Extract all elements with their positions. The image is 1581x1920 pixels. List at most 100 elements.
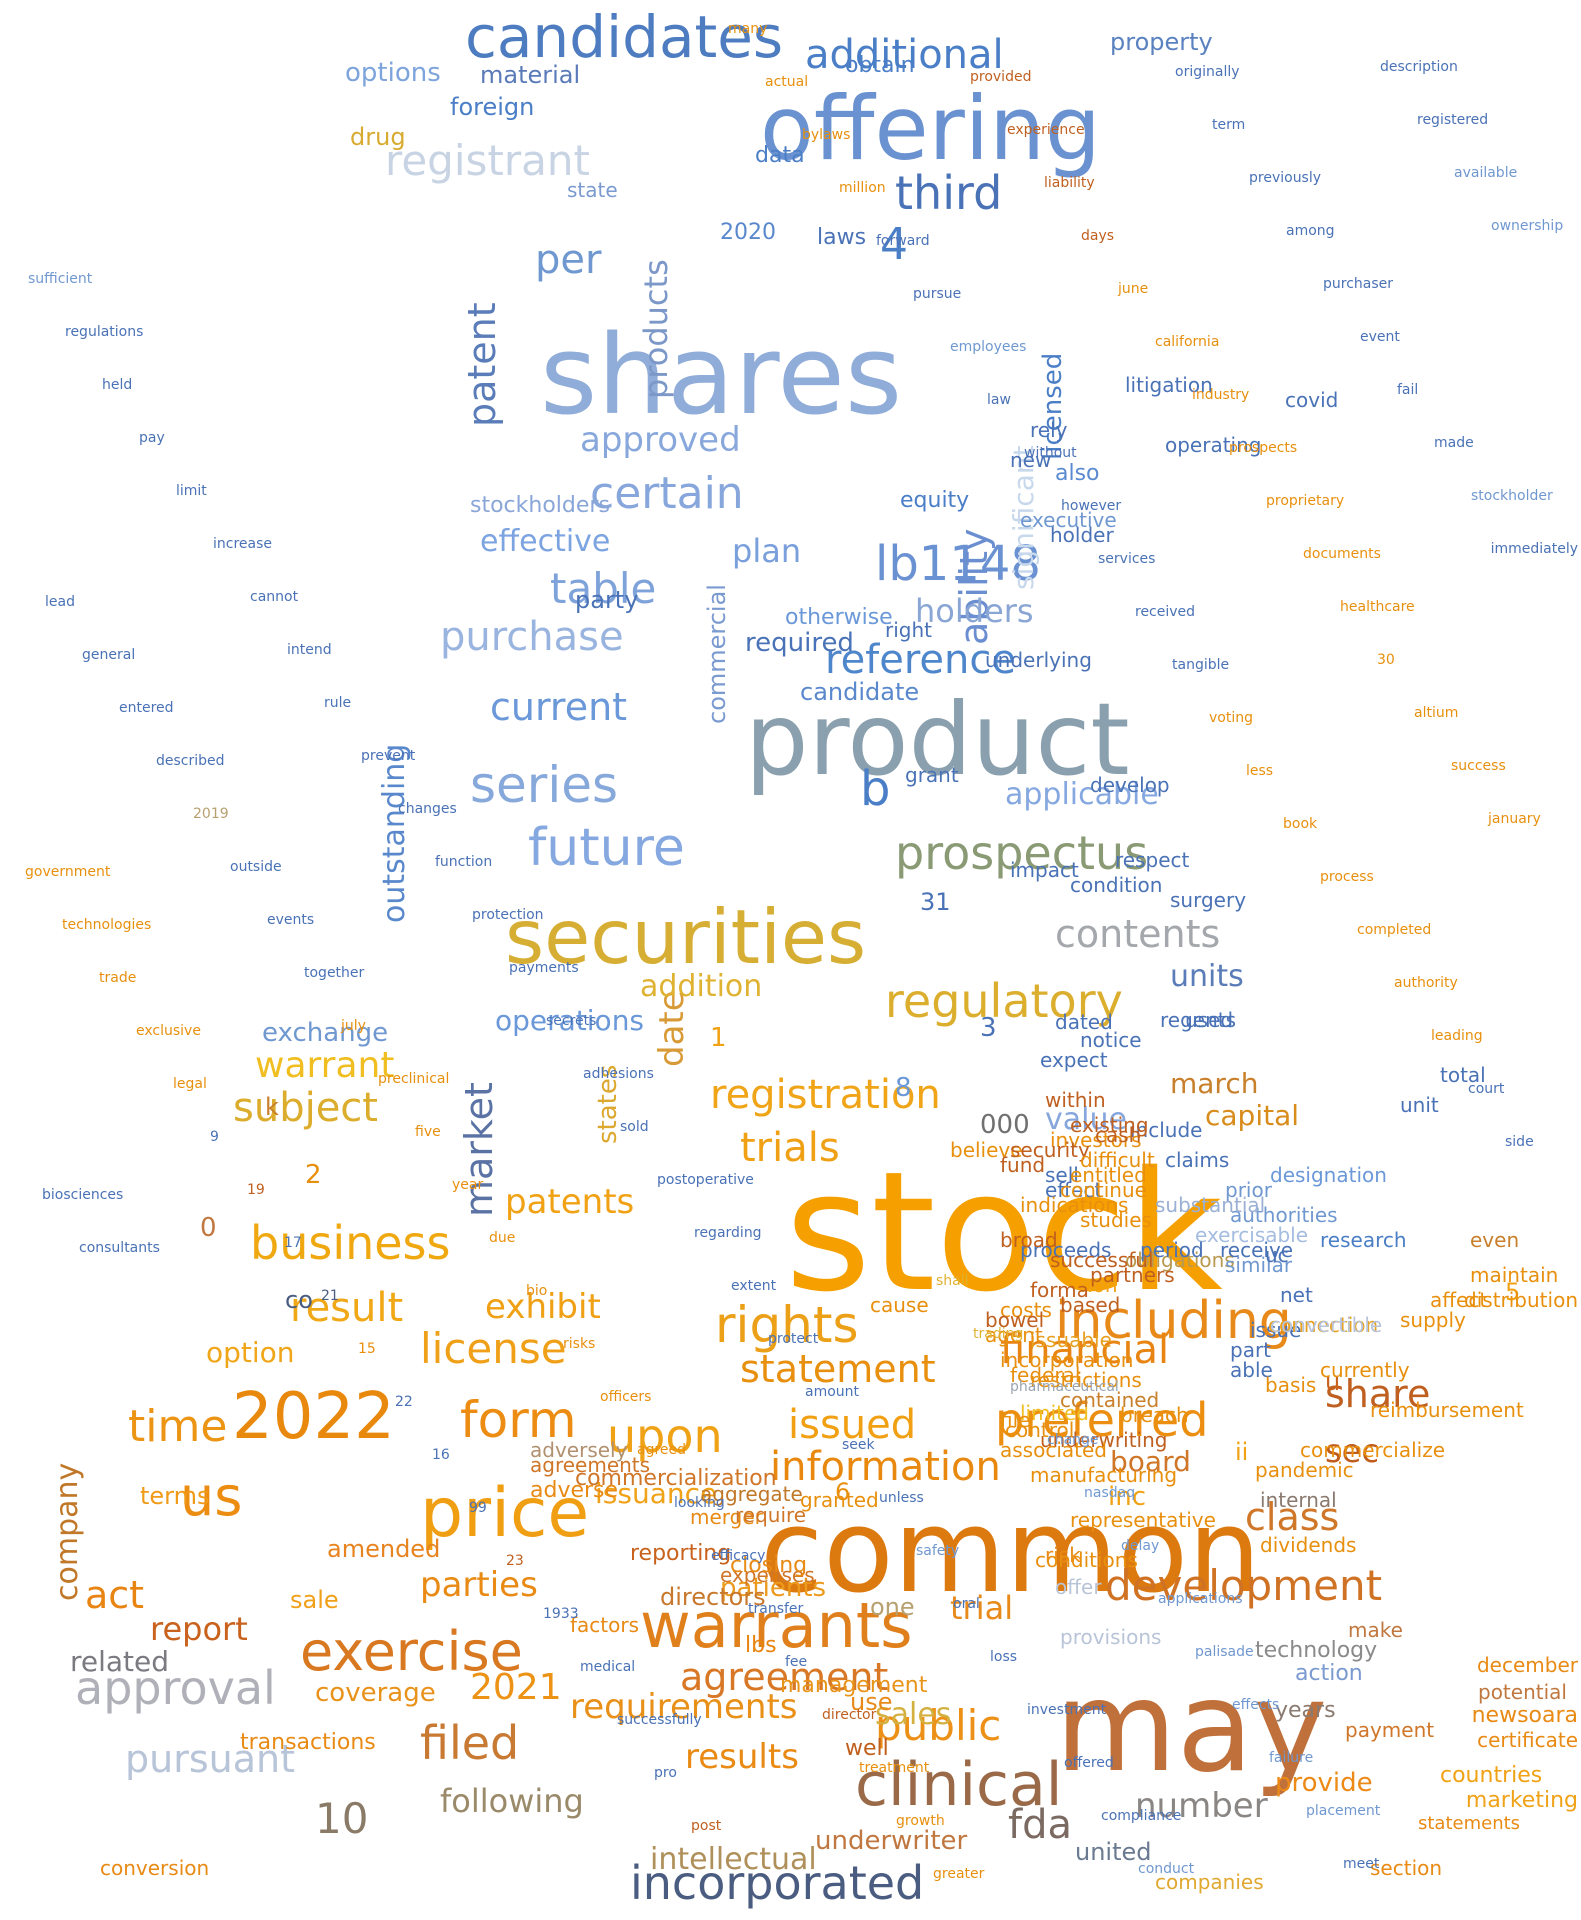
cloud-word: outstanding (377, 743, 412, 923)
cloud-word: act (85, 1573, 145, 1617)
cloud-word: inc (1108, 1482, 1146, 1512)
cloud-word: broad (1000, 1228, 1058, 1252)
cloud-word: forward (876, 233, 930, 249)
cloud-word: 0 (200, 1213, 217, 1243)
cloud-word: stockholders (470, 493, 610, 518)
cloud-word: available (1454, 165, 1518, 181)
cloud-word: data (755, 143, 805, 168)
cloud-word: 2020 (720, 220, 776, 245)
cloud-word: pandemic (1255, 1458, 1354, 1482)
cloud-word: associated (1000, 1438, 1107, 1462)
cloud-word: change (1047, 1432, 1099, 1448)
cloud-word: reimbursement (1370, 1398, 1524, 1422)
cloud-word: security (1010, 1138, 1090, 1162)
cloud-word: transactions (240, 1730, 376, 1755)
cloud-word: action (1295, 1661, 1363, 1686)
cloud-word: government (25, 864, 111, 880)
cloud-word: fail (1397, 382, 1419, 398)
cloud-word: pursuant (125, 1737, 295, 1781)
cloud-word: costs (1000, 1298, 1052, 1322)
cloud-word: described (156, 753, 225, 769)
cloud-word: agent (985, 1323, 1043, 1347)
cloud-word: description (1380, 59, 1458, 75)
cloud-word: total (1440, 1063, 1486, 1087)
cloud-word: purchase (440, 614, 624, 660)
cloud-word: december (1476, 1653, 1578, 1677)
cloud-word: board (1110, 1445, 1191, 1478)
cloud-word: tangible (1172, 657, 1230, 673)
cloud-word: 2021 (470, 1667, 562, 1708)
cloud-word: condition (1070, 873, 1163, 897)
cloud-word: clinical (855, 1750, 1063, 1820)
cloud-word: common (760, 1485, 1261, 1619)
cloud-word: underwriter (815, 1826, 968, 1856)
cloud-word: us (180, 1465, 243, 1528)
cloud-word: protect (768, 1331, 819, 1347)
cloud-word: trade (99, 970, 137, 986)
cloud-word: dividends (1260, 1533, 1357, 1557)
cloud-word: fee (785, 1654, 808, 1670)
cloud-word: altium (1414, 705, 1459, 721)
cloud-word: delay (1121, 1538, 1160, 1554)
cloud-word: granted (800, 1488, 879, 1512)
cloud-word: adverse (530, 1478, 619, 1503)
cloud-word: terms (140, 1482, 210, 1510)
cloud-word: rights (715, 1296, 859, 1354)
cloud-word: distribution (1464, 1288, 1578, 1312)
cloud-word: 21 (321, 1288, 339, 1304)
cloud-word: side (1505, 1134, 1534, 1150)
cloud-word: able (1230, 1358, 1273, 1382)
cloud-word: file (1000, 1408, 1031, 1432)
cloud-word: candidate (800, 678, 920, 706)
cloud-word: companies (1155, 1870, 1264, 1894)
cloud-word: greater (933, 1866, 985, 1882)
cloud-word: options (345, 58, 441, 88)
cloud-word: cash (1095, 1123, 1142, 1147)
cloud-word: issued (788, 1402, 917, 1448)
cloud-word: exchange (262, 1018, 389, 1048)
cloud-word: results (685, 1737, 799, 1777)
cloud-word: law (987, 392, 1011, 408)
cloud-word: plan (732, 532, 802, 570)
cloud-word: failure (1269, 1750, 1314, 1766)
cloud-word: commercialize (1300, 1438, 1446, 1462)
cloud-word: preclinical (378, 1071, 450, 1087)
cloud-word: impact (1010, 858, 1079, 882)
cloud-word: loss (990, 1649, 1018, 1665)
cloud-word: effect (1045, 1178, 1103, 1202)
cloud-word: limited (1020, 1401, 1089, 1425)
cloud-word: exhibit (485, 1287, 601, 1327)
cloud-word: future (528, 818, 685, 878)
cloud-word: registration (710, 1072, 941, 1118)
cloud-word: changes (398, 801, 457, 817)
cloud-word: 5 (1505, 1278, 1521, 1306)
cloud-word: subject (233, 1085, 378, 1131)
cloud-word: proceeds (1020, 1238, 1112, 1262)
cloud-word: securities (505, 893, 867, 981)
cloud-word: agreements (530, 1453, 651, 1477)
cloud-word: maintain (1470, 1263, 1559, 1287)
cloud-word: internal (1260, 1488, 1337, 1512)
cloud-word: bylaws (802, 127, 851, 143)
cloud-word: stockholder (1471, 488, 1553, 504)
cloud-word: looking (674, 1495, 725, 1511)
cloud-word: regents (1160, 1008, 1237, 1032)
cloud-word: consultants (79, 1240, 160, 1256)
cloud-word: purchaser (1323, 276, 1394, 292)
cloud-word: equity (900, 488, 970, 513)
cloud-word: issuable (1030, 1328, 1112, 1352)
cloud-word: risks (563, 1336, 596, 1352)
cloud-word: co (285, 1286, 313, 1314)
cloud-word: claims (1165, 1148, 1230, 1172)
cloud-word: currently (1320, 1358, 1410, 1382)
cloud-word: entered (119, 700, 174, 716)
cloud-word: share (1325, 1372, 1431, 1416)
cloud-word: lbs (745, 1633, 777, 1658)
cloud-word: include (1130, 1118, 1203, 1142)
cloud-word: may (1055, 1655, 1328, 1800)
cloud-word: actual (765, 74, 809, 90)
cloud-word: 6 (835, 1478, 851, 1506)
cloud-word: technologies (62, 917, 152, 933)
cloud-word: march (1170, 1067, 1259, 1100)
cloud-word: capital (1205, 1099, 1300, 1132)
